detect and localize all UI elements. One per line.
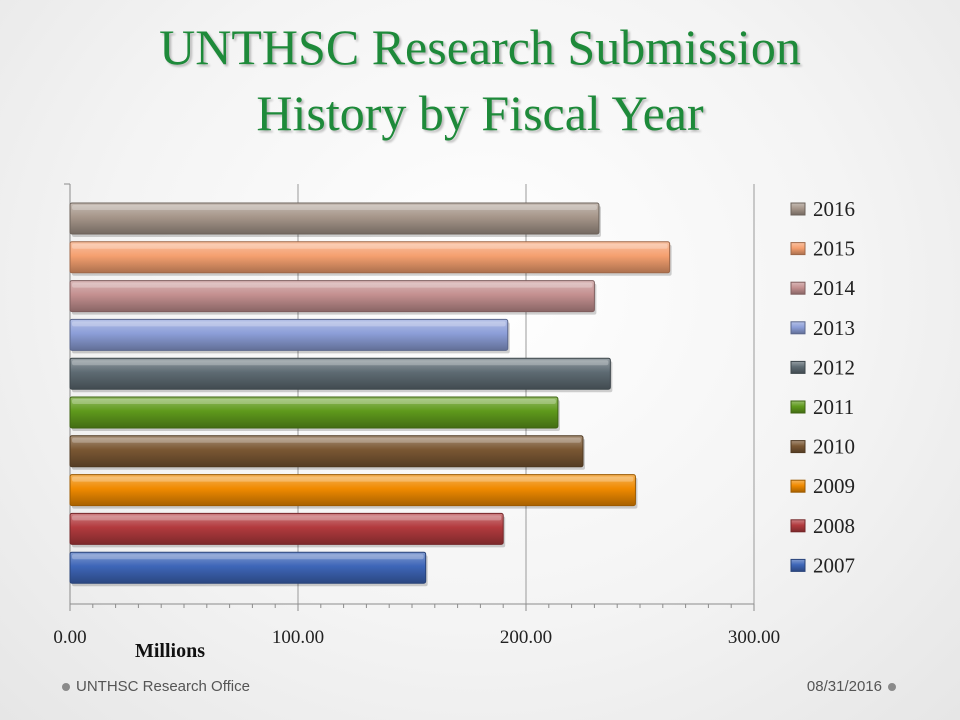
legend-swatch-2010 <box>790 440 806 454</box>
slide-title: UNTHSC Research Submission History by Fi… <box>0 14 960 146</box>
x-tick-label: 100.00 <box>272 627 324 648</box>
footer-left: UNTHSC Research Office <box>62 678 250 695</box>
bar-2015 <box>69 241 671 274</box>
bar-highlight <box>72 437 581 443</box>
bar-highlight <box>72 399 556 404</box>
legend-swatch-2016 <box>790 202 806 216</box>
legend-label-2013: 2013 <box>813 316 855 340</box>
legend-label-2016: 2016 <box>813 197 855 221</box>
bar-highlight <box>72 554 424 560</box>
legend-swatch-2012 <box>790 360 806 374</box>
footer-date: 08/31/2016 <box>806 678 882 695</box>
footer-organization: UNTHSC Research Office <box>76 678 250 695</box>
legend-swatch-2007 <box>790 558 806 572</box>
slide-title-line-1: UNTHSC Research Submission <box>159 19 801 75</box>
bar-highlight <box>72 243 668 249</box>
bar-highlight <box>72 282 593 288</box>
x-tick-label: 200.00 <box>500 627 552 648</box>
legend-label-2008: 2008 <box>813 514 855 538</box>
bar-2016 <box>69 202 600 235</box>
bar-2009 <box>69 474 636 507</box>
legend-label-2012: 2012 <box>813 355 855 379</box>
legend-label-2015: 2015 <box>813 237 855 261</box>
legend-label-2010: 2010 <box>813 435 855 459</box>
bar-2008 <box>69 512 504 545</box>
bar-2007 <box>69 551 427 584</box>
bar-2011 <box>69 396 559 429</box>
footer-right: 08/31/2016 <box>807 678 896 695</box>
bar-highlight <box>72 205 597 210</box>
legend-label-2014: 2014 <box>813 276 856 300</box>
legend-swatch-2014 <box>790 281 806 295</box>
legend-swatch-2011 <box>790 400 806 414</box>
legend-label-2007: 2007 <box>813 553 855 577</box>
bullet-dot-icon <box>62 683 70 692</box>
bar-highlight <box>72 476 634 482</box>
legend-swatch-2013 <box>790 321 806 335</box>
slide-title-line-2: History by Fiscal Year <box>256 85 704 141</box>
legend-label-2011: 2011 <box>813 395 854 419</box>
legend-swatch-2008 <box>790 519 806 533</box>
x-tick-label: 0.00 <box>53 627 86 648</box>
legend-label-2009: 2009 <box>813 474 855 498</box>
legend-swatch-2009 <box>790 479 806 493</box>
bar-highlight <box>72 321 506 327</box>
bar-highlight <box>72 515 502 521</box>
bar-2014 <box>69 280 595 313</box>
bar-2010 <box>69 435 584 468</box>
x-axis-title: Millions <box>135 640 205 662</box>
bar-2012 <box>69 357 611 390</box>
bullet-dot-icon <box>888 683 896 692</box>
x-tick-label: 300.00 <box>728 627 780 648</box>
legend-swatch-2015 <box>790 242 806 256</box>
bar-2013 <box>69 318 509 351</box>
bar-highlight <box>72 360 609 366</box>
